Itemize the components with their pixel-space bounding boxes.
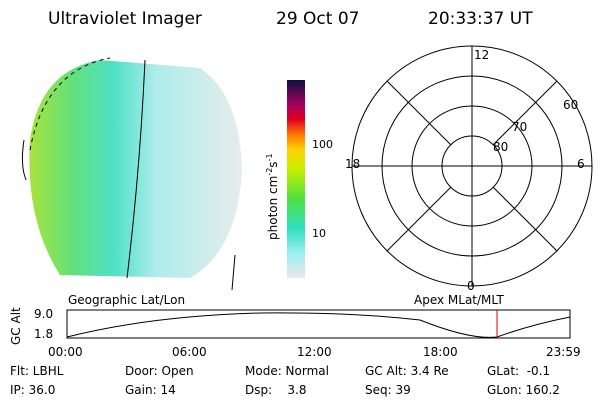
info-field: GLat: -0.1 xyxy=(487,364,550,378)
image-label: Geographic Lat/Lon xyxy=(68,293,185,307)
info-block: Flt: LBHL Door: Open Mode: Normal GC Alt: 3… xyxy=(10,364,560,397)
mlt-label: 6 xyxy=(577,157,585,171)
timeline: GC Alt 9.0 1.8 00:00 06:00 12:00 18:00 2… xyxy=(9,307,581,359)
timeline-xtick: 23:59 xyxy=(546,345,581,359)
timeline-xtick: 00:00 xyxy=(48,345,83,359)
mlt-label: 0 xyxy=(467,279,475,293)
lat-label: 70 xyxy=(512,120,527,134)
info-field: Mode: Normal xyxy=(245,364,329,378)
time: 20:33:37 UT xyxy=(428,9,533,29)
info-field: GC Alt: 3.4 Re xyxy=(365,364,449,378)
lat-label: 60 xyxy=(563,98,578,112)
timeline-xtick: 12:00 xyxy=(297,345,332,359)
lat-label: 80 xyxy=(493,140,508,154)
image-panel: Geographic Lat/Lon xyxy=(21,57,242,307)
info-field: IP: 36.0 xyxy=(10,383,55,397)
polar-plot xyxy=(351,45,593,287)
info-field: Flt: LBHL xyxy=(10,364,64,378)
title: Ultraviolet Imager xyxy=(48,9,202,29)
polar-label: Apex MLat/MLT xyxy=(414,293,504,307)
timeline-ylabel: GC Alt xyxy=(9,307,23,345)
info-field: Door: Open xyxy=(125,364,194,378)
timeline-xtick: 18:00 xyxy=(423,345,458,359)
mlt-label: 12 xyxy=(474,48,489,62)
info-field: Dsp: 3.8 xyxy=(245,383,307,397)
timeline-ytick: 9.0 xyxy=(34,307,53,321)
colorbar-tick: 100 xyxy=(312,138,333,151)
mlt-label: 18 xyxy=(345,157,360,171)
date: 29 Oct 07 xyxy=(276,9,359,29)
timeline-ytick: 1.8 xyxy=(34,327,53,341)
colorbar-label: photon cm-2s-1 xyxy=(265,153,280,240)
timeline-xtick: 06:00 xyxy=(172,345,207,359)
info-field: Gain: 14 xyxy=(125,383,176,397)
info-field: GLon: 160.2 xyxy=(487,383,560,397)
colorbar: 100 10 photon cm-2s-1 xyxy=(265,80,333,278)
colorbar-tick: 10 xyxy=(312,227,326,240)
info-field: Seq: 39 xyxy=(365,383,411,397)
